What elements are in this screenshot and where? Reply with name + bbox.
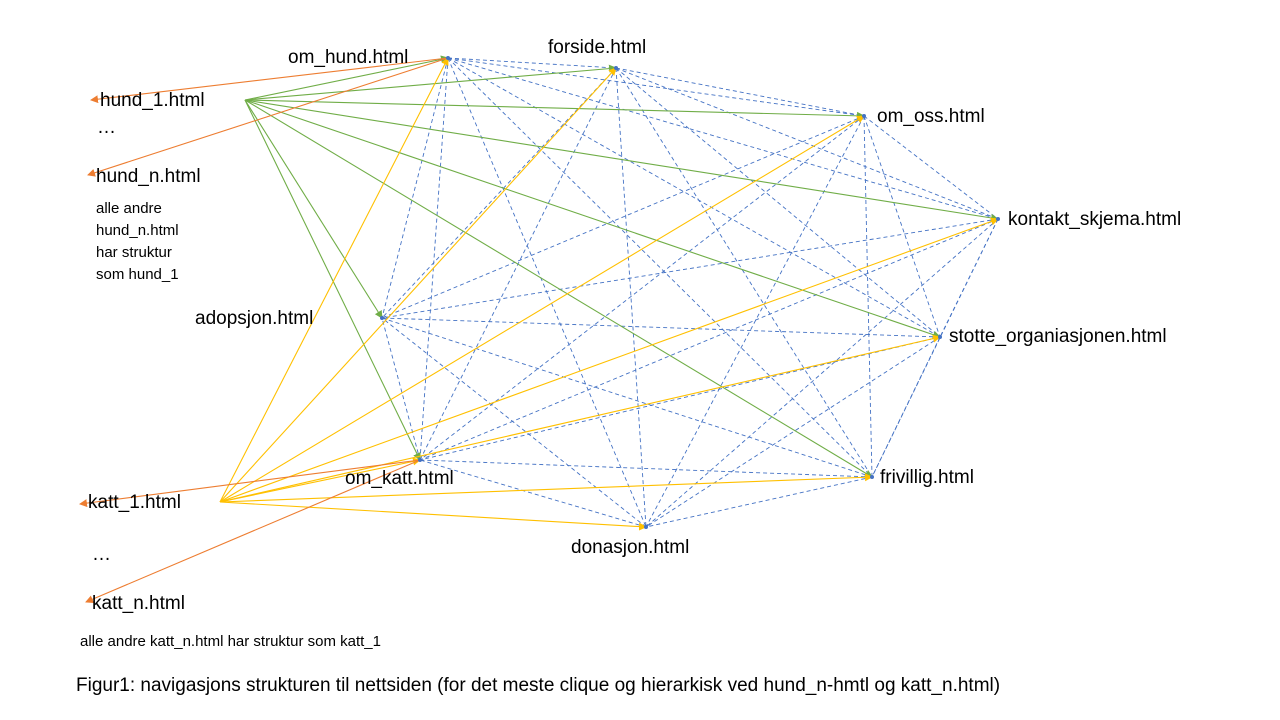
clique-edges — [381, 57, 999, 528]
node-point — [614, 66, 618, 70]
clique-edge — [615, 67, 647, 528]
hund-1-edge — [244, 55, 449, 101]
hund-note-line: hund_n.html — [96, 222, 179, 239]
clique-edge — [419, 459, 873, 478]
clique-edge — [419, 115, 865, 461]
node-adopsjon: adopsjon.html — [195, 308, 314, 329]
node-hund-n: hund_n.html — [96, 166, 201, 187]
node-point — [418, 458, 422, 462]
clique-edge — [645, 218, 999, 528]
clique-edge — [863, 115, 999, 220]
clique-edge — [447, 57, 999, 220]
node-frivillig: frivillig.html — [880, 467, 974, 488]
om-katt-to-katt-1-edge — [79, 459, 421, 508]
hund-1-edge — [244, 64, 617, 101]
leaf-edges — [79, 57, 449, 603]
katt-1-edge — [219, 334, 941, 503]
node-stotte-organiasjonen: stotte_organiasjonen.html — [949, 326, 1167, 347]
clique-edge — [447, 57, 873, 478]
clique-edge — [863, 115, 873, 478]
katt-1-edge — [219, 67, 617, 503]
clique-edge — [419, 57, 449, 461]
katt-1-edges — [219, 57, 999, 531]
clique-edge — [615, 67, 941, 338]
node-point — [644, 525, 648, 529]
node-om-hund: om_hund.html — [288, 47, 409, 68]
figure-caption: Figur1: navigasjons strukturen til netts… — [76, 675, 1001, 696]
clique-edge — [615, 67, 999, 220]
hund-note-line: har struktur — [96, 244, 172, 261]
node-hund-ellipsis: … — [97, 117, 116, 138]
node-points — [380, 56, 1000, 529]
clique-edge — [381, 115, 865, 319]
hund-1-edge — [244, 99, 383, 319]
katt-1-edge — [219, 57, 449, 503]
node-donasjon: donasjon.html — [571, 537, 690, 558]
clique-edge — [447, 57, 617, 69]
clique-edge — [863, 115, 941, 338]
clique-edge — [447, 57, 865, 117]
clique-edge — [381, 317, 873, 478]
hund-1-edge — [244, 99, 865, 120]
clique-edge — [645, 336, 941, 528]
hund-note-line: som hund_1 — [96, 266, 179, 283]
hund-1-edge — [244, 99, 873, 478]
node-katt-1: katt_1.html — [88, 492, 181, 513]
clique-edge — [645, 115, 865, 528]
node-om-katt: om_katt.html — [345, 468, 454, 489]
clique-edge — [447, 57, 941, 338]
om-hund-to-hund-n-edge — [87, 57, 449, 177]
om-hund-to-hund-1-edge — [90, 57, 449, 104]
node-point — [380, 316, 384, 320]
clique-edge — [615, 67, 865, 117]
clique-edge — [381, 317, 647, 528]
clique-edge — [419, 459, 647, 528]
katt-1-edge — [219, 115, 865, 503]
clique-edge — [615, 67, 873, 478]
clique-edge — [419, 336, 941, 461]
hund-structure-note: alle andre hund_n.html har struktur som … — [96, 198, 179, 286]
node-point — [446, 56, 450, 60]
clique-edge — [381, 57, 449, 319]
hund-1-edge — [244, 99, 941, 339]
katt-1-edge — [219, 217, 999, 503]
clique-edge — [381, 218, 999, 319]
node-katt-ellipsis: … — [92, 544, 111, 565]
node-point — [862, 114, 866, 118]
clique-edge — [447, 57, 647, 528]
node-forside: forside.html — [548, 37, 647, 58]
katt-structure-note: alle andre katt_n.html har struktur som … — [80, 633, 381, 650]
katt-1-edge — [219, 501, 647, 531]
node-point — [996, 217, 1000, 221]
om-katt-to-katt-n-edge — [85, 459, 421, 603]
node-kontakt-skjema: kontakt_skjema.html — [1008, 209, 1182, 230]
clique-edge — [381, 317, 941, 338]
clique-edge — [381, 317, 421, 461]
katt-1-edge — [219, 457, 421, 503]
node-hund-1: hund_1.html — [100, 90, 205, 111]
node-om-oss: om_oss.html — [877, 106, 985, 127]
hund-note-line: alle andre — [96, 200, 162, 217]
clique-edge — [871, 336, 941, 478]
katt-1-edge — [219, 473, 873, 503]
hund-1-edge — [244, 99, 999, 222]
clique-edge — [419, 218, 999, 461]
clique-edge — [645, 476, 873, 528]
node-point — [870, 475, 874, 479]
hund-1-edge — [244, 99, 421, 461]
node-katt-n: katt_n.html — [92, 593, 185, 614]
node-point — [938, 335, 942, 339]
clique-edge — [381, 67, 617, 319]
